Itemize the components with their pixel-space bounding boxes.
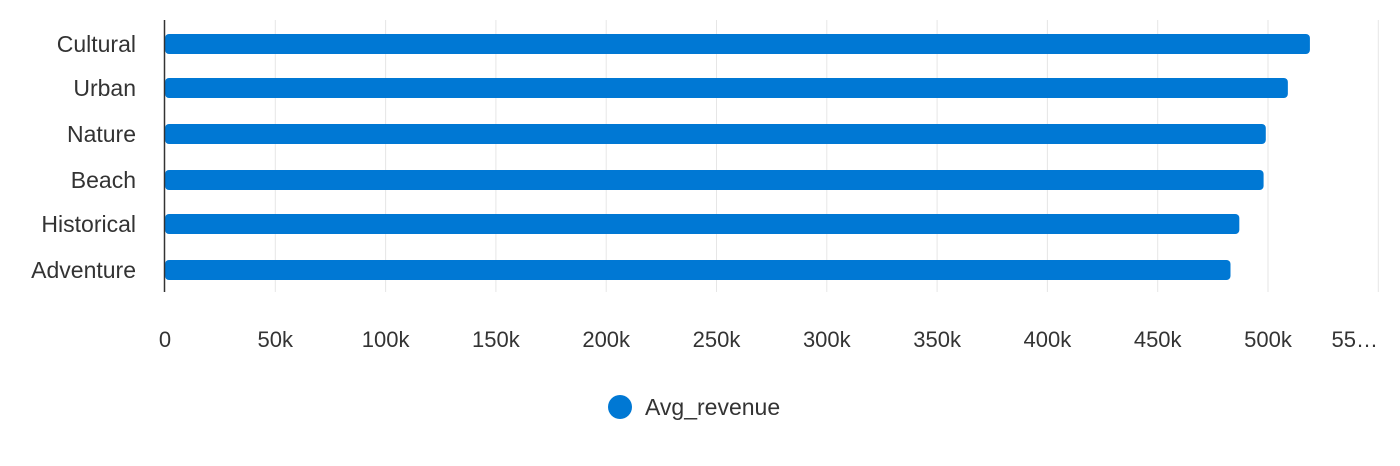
legend-swatch[interactable] — [608, 395, 632, 419]
x-tick-label: 500k — [1244, 327, 1293, 352]
x-tick-label: 350k — [913, 327, 962, 352]
category-label: Adventure — [31, 257, 136, 283]
legend-label[interactable]: Avg_revenue — [645, 394, 780, 420]
x-tick-label: 400k — [1024, 327, 1073, 352]
category-label: Historical — [41, 211, 136, 237]
bar-cultural[interactable] — [165, 34, 1310, 54]
bars — [165, 34, 1310, 280]
bar-nature[interactable] — [165, 124, 1266, 144]
category-label: Beach — [71, 167, 136, 193]
grid-lines — [274, 20, 1379, 292]
x-tick-label: 150k — [472, 327, 521, 352]
category-labels: Cultural Urban Nature Beach Historical Advent… — [31, 31, 136, 283]
x-tick-label: 300k — [803, 327, 852, 352]
x-tick-label: 250k — [693, 327, 742, 352]
x-tick-labels: 0 50k 100k 150k 200k 250k 300k 350k 400k 450k 500k… — [159, 327, 1378, 352]
bar-historical[interactable] — [165, 214, 1240, 234]
x-tick-label: 0 — [159, 327, 171, 352]
bar-urban[interactable] — [165, 78, 1288, 98]
category-label: Cultural — [57, 31, 136, 57]
bar-adventure[interactable] — [165, 260, 1231, 280]
x-tick-label: 50k — [258, 327, 294, 352]
legend[interactable]: Avg_revenue — [608, 394, 780, 420]
x-tick-label: 450k — [1134, 327, 1183, 352]
category-label: Urban — [73, 75, 136, 101]
category-label: Nature — [67, 121, 136, 147]
x-tick-label: 100k — [362, 327, 411, 352]
x-tick-label: 55… — [1332, 327, 1378, 352]
bar-beach[interactable] — [165, 170, 1264, 190]
x-tick-label: 200k — [582, 327, 631, 352]
